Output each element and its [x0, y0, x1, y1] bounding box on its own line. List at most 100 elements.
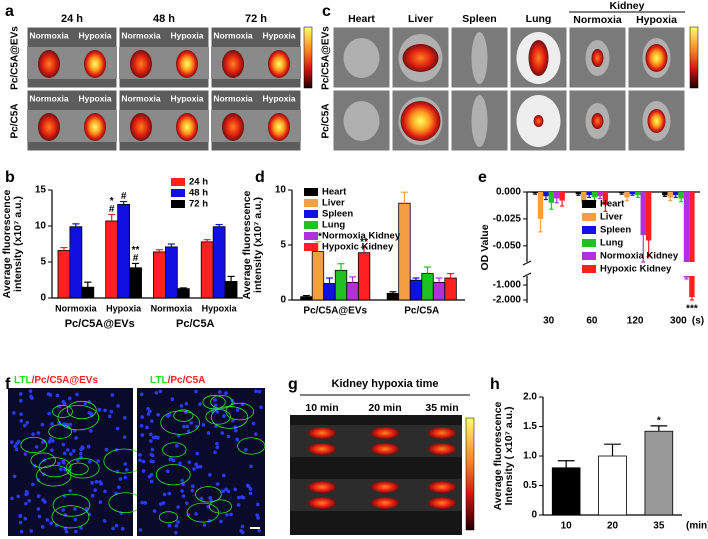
group-label: Pc/C5A	[176, 318, 215, 330]
nucleus	[146, 406, 150, 411]
y-tick-label: -0.025	[493, 214, 522, 225]
nucleus	[220, 431, 225, 435]
nucleus	[221, 489, 225, 494]
nucleus	[230, 418, 235, 423]
nucleus	[75, 458, 80, 462]
bar	[598, 455, 627, 516]
nucleus	[13, 444, 17, 449]
nucleus	[152, 509, 157, 513]
condition-label: Normoxia	[121, 93, 160, 103]
panel-letter: d	[255, 169, 265, 186]
bar	[662, 192, 668, 196]
column-header: 48 h	[153, 13, 175, 25]
nucleus	[202, 523, 207, 527]
nucleus	[116, 404, 120, 408]
tubule	[36, 464, 72, 487]
condition-label: Hypoxia	[262, 93, 295, 103]
nucleus	[149, 459, 154, 464]
bar	[554, 192, 560, 199]
legend-label: Liver	[600, 212, 623, 223]
nucleus	[31, 432, 35, 436]
column-header: Lung	[526, 13, 552, 25]
organ	[343, 101, 380, 141]
bar	[597, 192, 603, 197]
nucleus	[161, 501, 166, 505]
nucleus	[215, 409, 219, 414]
nucleus	[19, 398, 23, 403]
x-tick-label: Pc/C5A@EVs	[303, 306, 367, 317]
y-tick-label: 0	[40, 293, 46, 304]
bar	[105, 220, 119, 299]
nucleus	[22, 423, 27, 428]
column-header: Liver	[408, 13, 433, 25]
nucleus	[47, 411, 51, 416]
nucleus	[168, 457, 173, 462]
nucleus	[66, 448, 70, 452]
nucleus	[206, 431, 211, 435]
bar	[551, 467, 581, 516]
nucleus	[239, 528, 243, 533]
nucleus	[149, 452, 153, 457]
bar	[591, 192, 598, 198]
y-tick-label: 0.000	[496, 187, 521, 198]
bar	[629, 192, 636, 195]
nucleus	[184, 402, 189, 406]
tubule	[209, 499, 232, 514]
y-axis-label: intensity (x10⁷ a.u.)	[252, 197, 264, 293]
organ	[343, 38, 380, 78]
nucleus	[124, 468, 129, 472]
nucleus	[167, 412, 172, 417]
bar	[421, 273, 434, 301]
bar	[165, 246, 178, 299]
nucleus	[154, 435, 158, 440]
nucleus	[102, 519, 107, 523]
nucleus	[195, 451, 200, 456]
nucleus	[178, 461, 182, 466]
nucleus	[110, 393, 115, 397]
nucleus	[19, 419, 24, 423]
nucleus	[73, 517, 78, 522]
nucleus	[139, 424, 144, 428]
nucleus	[117, 485, 121, 490]
nucleus	[115, 426, 120, 431]
tubule	[38, 457, 72, 478]
nucleus	[139, 392, 144, 397]
nucleus	[195, 465, 200, 469]
legend-swatch	[304, 210, 318, 218]
nucleus	[15, 441, 19, 446]
heat-signal	[176, 113, 198, 141]
column-header: 72 h	[245, 13, 267, 25]
nucleus	[141, 459, 146, 464]
annotation: ***	[686, 304, 698, 315]
probe: /Pc/C5A	[168, 375, 206, 386]
heat-signal	[308, 481, 336, 493]
x-tick-label: 10	[561, 521, 573, 532]
bar	[200, 241, 214, 299]
nucleus	[154, 391, 159, 395]
y-tick-label: 10	[275, 185, 287, 196]
heat-signal	[38, 113, 60, 141]
condition-label: Hypoxia	[170, 93, 203, 103]
nucleus	[165, 469, 170, 474]
nucleus	[123, 475, 128, 480]
nucleus	[221, 473, 226, 478]
nucleus	[19, 412, 23, 416]
nucleus	[158, 389, 163, 394]
nucleus	[244, 448, 248, 452]
legend-swatch	[304, 221, 318, 229]
nucleus	[12, 411, 16, 415]
x-tick-label: Normoxia	[55, 303, 98, 313]
nucleus	[146, 412, 151, 416]
nucleus	[226, 434, 231, 439]
annotation: #	[121, 191, 127, 202]
y-tick-label: 10	[35, 221, 47, 232]
row-label: Pc/C5A@EVs	[321, 26, 332, 90]
nucleus	[235, 408, 240, 412]
nucleus	[222, 414, 226, 418]
nucleus	[192, 467, 196, 471]
y-tick-label: 1.0	[523, 451, 537, 462]
nucleus	[149, 439, 153, 443]
nucleus	[158, 502, 163, 506]
x-tick-label: 20	[607, 521, 619, 532]
tubule	[225, 402, 255, 421]
